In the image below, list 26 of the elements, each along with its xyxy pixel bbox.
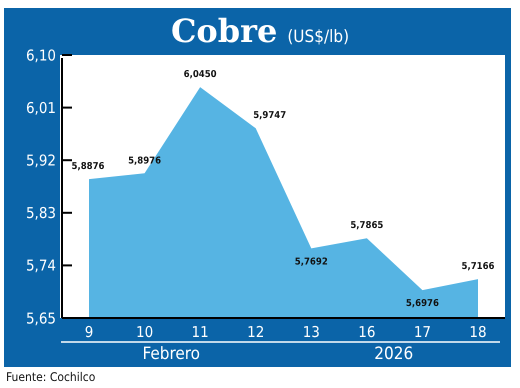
x-tick-label: 13: [302, 323, 320, 341]
data-label: 5,9747: [253, 110, 286, 122]
data-label: 5,7865: [350, 220, 384, 232]
y-tick-label: 5,92: [26, 151, 56, 170]
chart-subtitle: (US$/lb): [287, 27, 350, 47]
x-tick-label: 18: [469, 323, 487, 341]
x-tick-label: 16: [358, 323, 376, 341]
data-label: 5,7166: [462, 261, 495, 272]
x-tick-label: 11: [192, 323, 209, 341]
text: 2026: [374, 344, 414, 364]
source-note: Fuente: Cochilco: [6, 370, 96, 384]
y-tick-label: 5,74: [26, 256, 56, 275]
y-tick-label: 6,10: [26, 46, 56, 64]
x-tick-label: 10: [136, 323, 154, 341]
x-tick-label: 12: [247, 323, 264, 341]
data-label: 5,6976: [406, 298, 439, 310]
y-tick-label: 5,83: [26, 204, 56, 222]
x-tick-label: 9: [84, 323, 94, 341]
y-tick-label: 5,65: [26, 309, 56, 328]
data-label: 5,7692: [294, 256, 328, 268]
y-tick-label: 6,01: [26, 98, 56, 117]
data-label: 5,8876: [72, 161, 105, 172]
text: Febrero: [142, 344, 200, 364]
data-label: 6,0450: [184, 69, 217, 80]
x-tick-label: 17: [414, 323, 432, 341]
chart-title: Cobre: [170, 12, 278, 50]
